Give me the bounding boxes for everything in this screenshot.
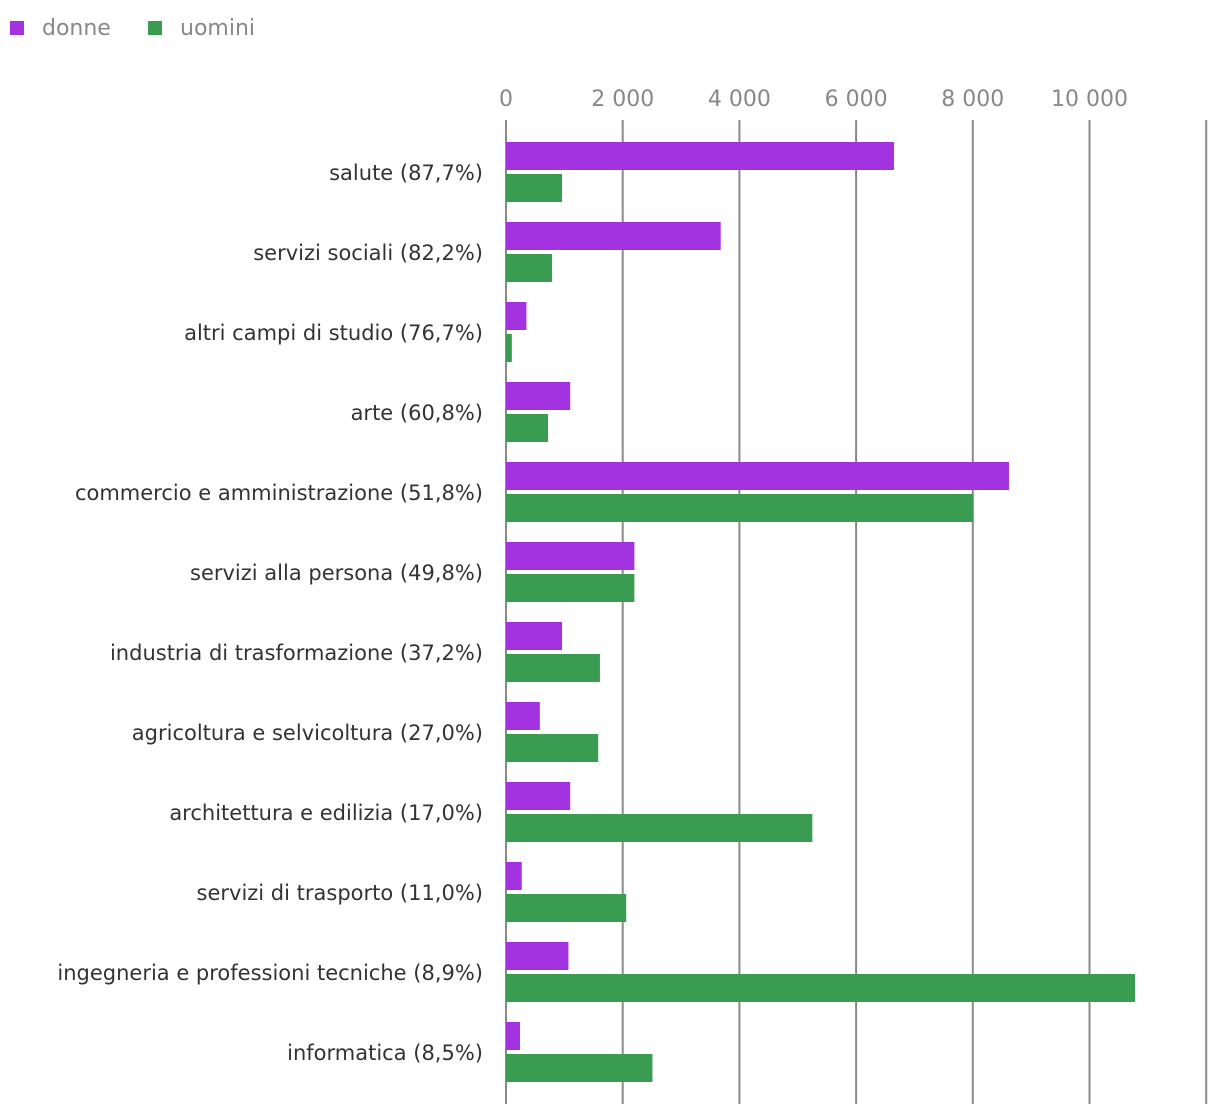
category-label-7: agricoltura e selvicoltura (27,0%) [132,721,483,745]
bar-uomini-3 [506,414,549,442]
bar-donne-9 [506,862,522,890]
bar-uomini-0 [506,174,563,202]
bar-uomini-5 [506,574,635,602]
x-tick-label-5: 10 000 [1051,87,1128,112]
category-label-8: architettura e edilizia (17,0%) [169,801,483,825]
bars [506,142,1136,1082]
category-label-2: altri campi di studio (76,7%) [184,321,483,345]
x-tick-label-2: 4 000 [708,87,771,112]
legend-label-uomini: uomini [180,16,255,41]
bar-donne-1 [506,222,721,250]
category-labels: salute (87,7%) servizi sociali (82,2%) alt… [57,161,483,1065]
category-label-5: servizi alla persona (49,8%) [190,561,483,585]
x-tick-label-4: 8 000 [941,87,1004,112]
bar-uomini-4 [506,494,974,522]
category-label-11: informatica (8,5%) [287,1041,483,1065]
bar-donne-4 [506,462,1009,490]
x-tick-label-0: 0 [499,87,513,112]
category-label-9: servizi di trasporto (11,0%) [197,881,483,905]
bar-donne-5 [506,542,635,570]
bar-uomini-7 [506,734,599,762]
bar-donne-10 [506,942,569,970]
bar-donne-6 [506,622,563,650]
legend: donne uomini [10,16,255,41]
category-label-10: ingegneria e professioni tecniche (8,9%) [57,961,483,985]
bar-donne-0 [506,142,895,170]
x-tick-label-3: 6 000 [825,87,888,112]
bar-uomini-10 [506,974,1136,1002]
category-label-1: servizi sociali (82,2%) [253,241,483,265]
bar-uomini-9 [506,894,627,922]
bar-donne-7 [506,702,540,730]
legend-swatch-uomini [148,21,162,35]
category-label-3: arte (60,8%) [351,401,483,425]
bar-donne-2 [506,302,527,330]
x-axis-ticks: 0 2 000 4 000 6 000 8 000 10 000 [499,87,1128,112]
bar-uomini-11 [506,1054,653,1082]
bar-donne-3 [506,382,571,410]
legend-swatch-donne [10,21,24,35]
bar-uomini-6 [506,654,600,682]
category-label-4: commercio e amministrazione (51,8%) [75,481,483,505]
bar-donne-11 [506,1022,521,1050]
x-tick-label-1: 2 000 [591,87,654,112]
bar-donne-8 [506,782,571,810]
gridlines [505,120,1208,1104]
bar-uomini-8 [506,814,813,842]
category-label-0: salute (87,7%) [329,161,483,185]
category-label-6: industria di trasformazione (37,2%) [110,641,483,665]
legend-label-donne: donne [42,16,111,41]
bar-uomini-2 [506,334,512,362]
bar-uomini-1 [506,254,553,282]
